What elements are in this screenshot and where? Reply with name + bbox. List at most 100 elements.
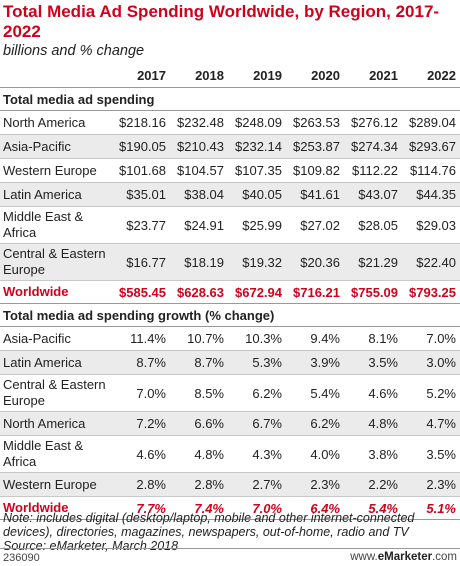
row-label: Central & Eastern Europe bbox=[0, 243, 112, 281]
header-row: 2017 2018 2019 2020 2021 2022 bbox=[0, 64, 460, 88]
value-cell: 2.3% bbox=[402, 472, 460, 497]
source-text: Source: eMarketer, March 2018 bbox=[3, 539, 179, 553]
value-cell: 10.7% bbox=[170, 326, 228, 351]
value-cell: $40.05 bbox=[228, 182, 286, 207]
value-cell: $44.35 bbox=[402, 182, 460, 207]
row-label: Middle East & Africa bbox=[0, 435, 112, 473]
value-cell: $218.16 bbox=[112, 110, 170, 135]
chart-id: 236090 bbox=[3, 552, 40, 564]
table-row: Asia-Pacific $190.05 $210.43 $232.14 $253.87… bbox=[0, 134, 460, 159]
data-table: 2017 2018 2019 2020 2021 2022 Total medi… bbox=[0, 64, 460, 520]
value-cell: 9.4% bbox=[286, 326, 344, 351]
value-cell: 8.7% bbox=[170, 350, 228, 375]
total-value-cell: 6.4% bbox=[286, 496, 344, 520]
header-year: 2018 bbox=[170, 64, 228, 88]
chart-title: Total Media Ad Spending Worldwide, by Re… bbox=[3, 2, 440, 41]
value-cell: 2.2% bbox=[344, 472, 402, 497]
value-cell: 5.3% bbox=[228, 350, 286, 375]
table-row: Latin America 8.7% 8.7% 5.3% 3.9% 3.5% 3.0% bbox=[0, 350, 460, 375]
brand-suffix: .com bbox=[432, 551, 457, 563]
value-cell: $276.12 bbox=[344, 110, 402, 135]
total-value-cell: $585.45 bbox=[112, 280, 170, 304]
value-cell: $43.07 bbox=[344, 182, 402, 207]
value-cell: $293.67 bbox=[402, 134, 460, 159]
total-value-cell: 7.4% bbox=[170, 496, 228, 520]
total-value-cell: 7.7% bbox=[112, 496, 170, 520]
table-row: Western Europe $101.68 $104.57 $107.35 $109.… bbox=[0, 158, 460, 183]
header-year: 2020 bbox=[286, 64, 344, 88]
value-cell: $210.43 bbox=[170, 134, 228, 159]
table-row: Asia-Pacific 11.4% 10.7% 10.3% 9.4% 8.1% 7.0% bbox=[0, 326, 460, 351]
table-row: Western Europe 2.8% 2.8% 2.7% 2.3% 2.2% 2.3% bbox=[0, 472, 460, 497]
total-label: Worldwide bbox=[0, 280, 112, 304]
value-cell: 7.2% bbox=[112, 411, 170, 436]
value-cell: 8.5% bbox=[170, 374, 228, 412]
table-row: Middle East & Africa $23.77 $24.91 $25.99 $2… bbox=[0, 206, 460, 244]
header-cell bbox=[0, 64, 112, 88]
chart-note: Note: includes digital (desktop/laptop, … bbox=[3, 511, 458, 553]
section-heading: Total media ad spending growth (% change… bbox=[0, 303, 460, 327]
value-cell: 5.4% bbox=[286, 374, 344, 412]
value-cell: $29.03 bbox=[402, 206, 460, 244]
value-cell: 8.7% bbox=[112, 350, 170, 375]
value-cell: $112.22 bbox=[344, 158, 402, 183]
value-cell: $35.01 bbox=[112, 182, 170, 207]
value-cell: $38.04 bbox=[170, 182, 228, 207]
total-value-cell: $755.09 bbox=[344, 280, 402, 304]
value-cell: $28.05 bbox=[344, 206, 402, 244]
value-cell: $232.48 bbox=[170, 110, 228, 135]
value-cell: 2.7% bbox=[228, 472, 286, 497]
table-row: Central & Eastern Europe $16.77 $18.19 $19.… bbox=[0, 243, 460, 281]
value-cell: 2.3% bbox=[286, 472, 344, 497]
value-cell: 3.5% bbox=[402, 435, 460, 473]
total-value-cell: 5.4% bbox=[344, 496, 402, 520]
value-cell: 7.0% bbox=[402, 326, 460, 351]
section-heading-row: Total media ad spending bbox=[0, 87, 460, 111]
table-row: Middle East & Africa 4.6% 4.8% 4.3% 4.0% 3.8%… bbox=[0, 435, 460, 473]
table-row: Latin America $35.01 $38.04 $40.05 $41.61 $43… bbox=[0, 182, 460, 207]
value-cell: $16.77 bbox=[112, 243, 170, 281]
value-cell: 3.9% bbox=[286, 350, 344, 375]
value-cell: 4.7% bbox=[402, 411, 460, 436]
table-row: North America $218.16 $232.48 $248.09 $263.5… bbox=[0, 110, 460, 135]
value-cell: 3.5% bbox=[344, 350, 402, 375]
value-cell: $19.32 bbox=[228, 243, 286, 281]
value-cell: $104.57 bbox=[170, 158, 228, 183]
total-value-cell: $672.94 bbox=[228, 280, 286, 304]
row-label: Central & Eastern Europe bbox=[0, 374, 112, 412]
value-cell: 5.2% bbox=[402, 374, 460, 412]
row-label: Western Europe bbox=[0, 472, 112, 497]
brand-prefix: www. bbox=[350, 551, 378, 563]
total-value-cell: $793.25 bbox=[402, 280, 460, 304]
value-cell: $18.19 bbox=[170, 243, 228, 281]
total-label: Worldwide bbox=[0, 496, 112, 520]
value-cell: 3.0% bbox=[402, 350, 460, 375]
value-cell: 4.6% bbox=[344, 374, 402, 412]
row-label: North America bbox=[0, 110, 112, 135]
table-row: North America 7.2% 6.6% 6.7% 6.2% 4.8% 4.7% bbox=[0, 411, 460, 436]
total-value-cell: 5.1% bbox=[402, 496, 460, 520]
value-cell: $274.34 bbox=[344, 134, 402, 159]
chart-subtitle: billions and % change bbox=[3, 43, 145, 59]
value-cell: 7.0% bbox=[112, 374, 170, 412]
value-cell: 4.6% bbox=[112, 435, 170, 473]
row-label: Latin America bbox=[0, 350, 112, 375]
row-label: Western Europe bbox=[0, 158, 112, 183]
value-cell: $289.04 bbox=[402, 110, 460, 135]
brand-logo[interactable]: www.eMarketer.com bbox=[350, 551, 457, 563]
value-cell: $107.35 bbox=[228, 158, 286, 183]
header-year: 2019 bbox=[228, 64, 286, 88]
value-cell: 10.3% bbox=[228, 326, 286, 351]
value-cell: 6.2% bbox=[286, 411, 344, 436]
value-cell: $248.09 bbox=[228, 110, 286, 135]
header-year: 2017 bbox=[112, 64, 170, 88]
value-cell: 2.8% bbox=[112, 472, 170, 497]
value-cell: $24.91 bbox=[170, 206, 228, 244]
value-cell: $23.77 bbox=[112, 206, 170, 244]
value-cell: $101.68 bbox=[112, 158, 170, 183]
row-label: Latin America bbox=[0, 182, 112, 207]
value-cell: 8.1% bbox=[344, 326, 402, 351]
total-value-cell: 7.0% bbox=[228, 496, 286, 520]
value-cell: 2.8% bbox=[170, 472, 228, 497]
value-cell: $22.40 bbox=[402, 243, 460, 281]
